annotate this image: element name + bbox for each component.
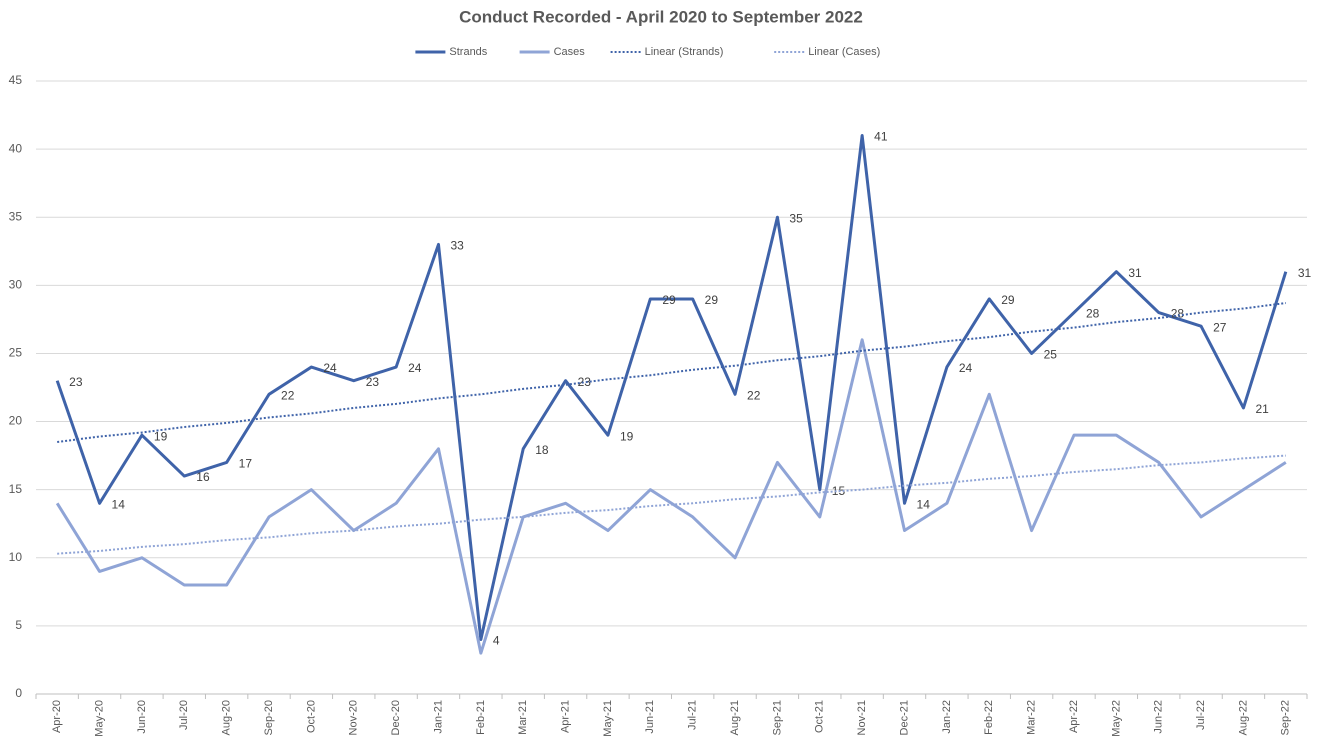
y-tick-label: 5: [15, 618, 22, 632]
data-label: 22: [281, 388, 295, 402]
data-label: 33: [450, 239, 464, 253]
x-tick-label: Nov-20: [348, 700, 360, 735]
x-tick-label: Sep-20: [263, 700, 275, 735]
x-tick-label: Oct-21: [814, 700, 826, 733]
data-label: 4: [493, 634, 500, 648]
x-tick-label: Oct-20: [305, 700, 317, 733]
x-tick-label: Jul-21: [687, 700, 699, 730]
x-tick-label: Aug-20: [221, 700, 233, 735]
data-label: 16: [196, 470, 210, 484]
data-label: 22: [747, 388, 761, 402]
x-tick-label: Mar-22: [1026, 700, 1038, 735]
data-label: 29: [705, 293, 719, 307]
legend-label: Strands: [449, 46, 487, 58]
data-label: 24: [408, 361, 422, 375]
x-tick-label: Jan-22: [941, 700, 953, 734]
legend-label: Cases: [554, 46, 586, 58]
x-tick-label: Apr-21: [559, 700, 571, 733]
legend-label: Linear (Strands): [645, 46, 724, 58]
x-tick-label: Apr-22: [1068, 700, 1080, 733]
y-tick-label: 10: [9, 550, 23, 564]
series-line: [55, 133, 1288, 642]
y-tick-label: 30: [9, 278, 23, 292]
x-tick-label: Dec-21: [898, 700, 910, 735]
x-tick-label: Aug-22: [1237, 700, 1249, 735]
x-tick-label: Nov-21: [856, 700, 868, 735]
x-tick-label: Sep-22: [1280, 700, 1292, 735]
x-tick-label: Feb-21: [475, 700, 487, 735]
x-tick-label: Jul-20: [178, 700, 190, 730]
data-label: 23: [69, 375, 83, 389]
data-label: 25: [1044, 348, 1058, 362]
data-label: 14: [917, 497, 931, 511]
series-line: [55, 338, 1287, 655]
data-label: 29: [662, 293, 676, 307]
series-line: [57, 454, 1286, 555]
data-label: 18: [535, 443, 549, 457]
data-label: 24: [959, 361, 973, 375]
data-label: 17: [239, 457, 253, 471]
data-label: 24: [323, 361, 337, 375]
x-tick-label: Jun-21: [644, 700, 656, 734]
x-tick-label: Sep-21: [771, 700, 783, 735]
data-label: 23: [366, 375, 380, 389]
x-tick-label: Aug-21: [729, 700, 741, 735]
data-label: 19: [154, 429, 168, 443]
x-tick-label: May-20: [93, 700, 105, 737]
chart-title: Conduct Recorded - April 2020 to Septemb…: [459, 7, 863, 26]
y-tick-label: 45: [9, 73, 23, 87]
y-tick-label: 40: [9, 141, 23, 155]
x-tick-label: Dec-20: [390, 700, 402, 735]
y-tick-label: 25: [9, 346, 23, 360]
x-tick-label: Jun-22: [1153, 700, 1165, 734]
data-label: 31: [1128, 266, 1142, 280]
data-label: 14: [112, 497, 126, 511]
data-label: 21: [1255, 402, 1269, 416]
y-tick-label: 20: [9, 414, 23, 428]
x-tick-label: Jan-21: [432, 700, 444, 734]
legend-label: Linear (Cases): [808, 46, 880, 58]
data-label: 28: [1171, 307, 1185, 321]
data-label: 29: [1001, 293, 1015, 307]
data-label: 19: [620, 429, 634, 443]
y-tick-label: 35: [9, 209, 23, 223]
data-label: 35: [789, 211, 803, 225]
y-tick-label: 15: [9, 482, 23, 496]
data-label: 31: [1298, 266, 1312, 280]
data-label: 23: [578, 375, 592, 389]
x-tick-label: Mar-21: [517, 700, 529, 735]
x-tick-label: Jun-20: [136, 700, 148, 734]
x-tick-label: Jul-22: [1195, 700, 1207, 730]
x-tick-label: May-22: [1110, 700, 1122, 737]
data-label: 27: [1213, 320, 1227, 334]
x-tick-label: Apr-20: [51, 700, 63, 733]
data-label: 41: [874, 130, 888, 144]
y-tick-label: 0: [15, 686, 22, 700]
x-tick-label: Feb-22: [983, 700, 995, 735]
data-label: 28: [1086, 307, 1100, 321]
x-tick-label: May-21: [602, 700, 614, 737]
